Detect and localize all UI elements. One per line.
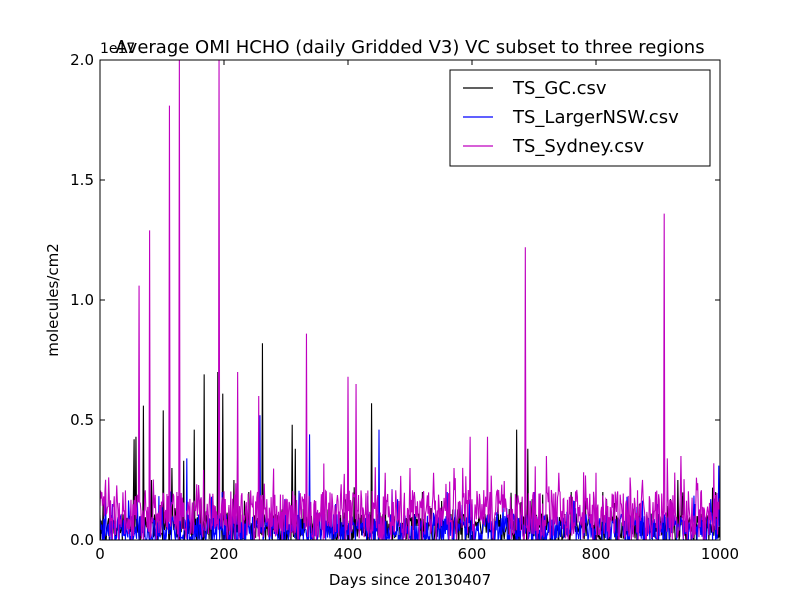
y-tick-label: 2.0 <box>70 51 94 69</box>
legend-box <box>449 69 711 167</box>
x-tick-label: 600 <box>458 545 487 563</box>
y-tick-label: 0.5 <box>70 411 94 429</box>
legend: TS_GC.csv TS_LargerNSW.csv TS_Sydney.csv <box>449 69 711 167</box>
chart-title: Average OMI HCHO (daily Gridded V3) VC s… <box>115 37 704 58</box>
x-tick-label: 400 <box>334 545 363 563</box>
legend-label: TS_Sydney.csv <box>512 136 644 157</box>
y-scale-offset-label: 1e17 <box>100 41 135 57</box>
y-tick-label: 1.0 <box>70 291 94 309</box>
y-axis-label: molecules/cm2 <box>44 243 62 357</box>
axes-layer: 0 200 400 600 800 1000 0.0 0.5 1.0 1.5 2.0 <box>70 51 739 563</box>
x-tick-label: 1000 <box>701 545 739 563</box>
series-line-3 <box>100 60 720 540</box>
y-tick-label: 1.5 <box>70 171 94 189</box>
x-axis-label: Days since 20130407 <box>329 571 491 589</box>
x-tick-label: 800 <box>582 545 611 563</box>
x-tick-label: 200 <box>210 545 239 563</box>
legend-label: TS_LargerNSW.csv <box>512 107 679 128</box>
legend-label: TS_GC.csv <box>512 78 607 99</box>
y-tick-label: 0.0 <box>70 531 94 549</box>
x-tick-label: 0 <box>95 545 105 563</box>
